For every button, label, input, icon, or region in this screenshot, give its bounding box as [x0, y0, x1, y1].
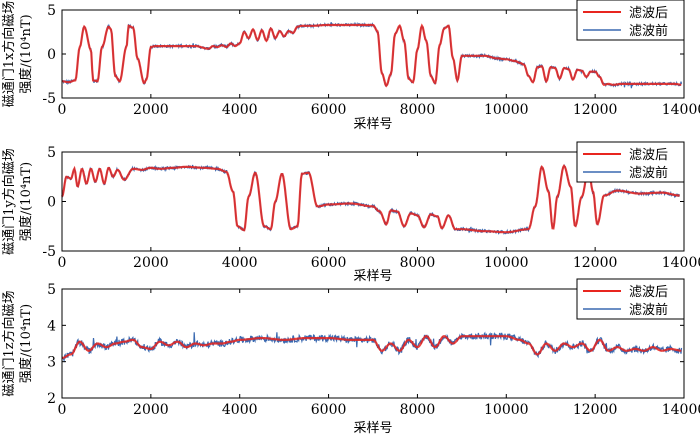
x-tick-label: 4000: [222, 255, 258, 271]
x-tick-label: 14000: [662, 102, 700, 118]
x-tick-label: 12000: [573, 402, 618, 418]
y-tick-label: 5: [47, 145, 56, 161]
x-tick-label: 12000: [573, 255, 618, 271]
y-axis-label: 磁通门1z方向磁场: [1, 290, 17, 396]
x-tick-label: 10000: [484, 102, 529, 118]
legend-box: [576, 141, 685, 183]
filtered-series-line: [62, 23, 682, 88]
legend-label-raw: 滤波前: [629, 302, 668, 318]
y-tick-label: 5: [47, 3, 56, 19]
x-tick-label: 6000: [311, 102, 347, 118]
chart-panel-3: 0 2000 4000 6000 8000 10000 12000 14000 2 3 4 5 采样号 磁…: [1, 278, 700, 436]
x-axis-label: 采样号: [353, 421, 392, 436]
chart-panel-1: 02000400060008000100001200014000-505采样号磁…: [1, 0, 700, 132]
filtered-series-line: [61, 335, 682, 360]
legend-label-raw: 滤波前: [629, 165, 668, 181]
x-tick-label: 2000: [133, 402, 169, 418]
x-tick-label: 10000: [484, 402, 529, 418]
y-axis-label-unit: 强度/(10⁴nT): [18, 14, 34, 93]
x-tick-label: 14000: [662, 402, 700, 418]
chart-panel-2: 02000400060008000100001200014000-505采样号磁…: [1, 141, 700, 284]
y-axis-label-unit: 强度/(10⁴nT): [18, 304, 34, 383]
x-tick-label: 4000: [222, 402, 258, 418]
x-tick-label: 6000: [311, 402, 347, 418]
x-tick-label: 8000: [400, 102, 436, 118]
x-tick-label: 6000: [311, 255, 347, 271]
y-tick-label: 0: [47, 195, 56, 211]
legend-box: [576, 278, 685, 320]
x-tick-label: 4000: [222, 102, 258, 118]
y-tick-label: -5: [42, 91, 56, 107]
x-axis-label: 采样号: [353, 269, 392, 284]
x-tick-label: 2000: [133, 102, 169, 118]
legend-label-raw: 滤波前: [629, 23, 668, 39]
x-tick-label: 14000: [662, 255, 700, 271]
filtered-series-line: [61, 164, 680, 234]
y-tick-label: 0: [47, 47, 56, 63]
y-tick-label: 4: [47, 318, 56, 334]
x-tick-label: 0: [58, 102, 67, 118]
plot-frame: [61, 288, 685, 399]
y-tick-label: 3: [47, 355, 56, 371]
legend-label-filtered: 滤波后: [629, 6, 668, 21]
y-axis-label: 磁通门1x方向磁场: [1, 1, 17, 108]
x-tick-label: 0: [58, 402, 67, 418]
x-tick-label: 0: [58, 255, 67, 271]
x-tick-label: 2000: [133, 255, 169, 271]
legend-label-filtered: 滤波后: [629, 285, 668, 300]
x-axis-label: 采样号: [353, 117, 392, 132]
legend-box: [576, 0, 685, 41]
x-tick-label: 10000: [484, 255, 529, 271]
y-tick-label: -5: [42, 244, 56, 260]
y-axis-label: 磁通门1y方向磁场: [1, 148, 17, 255]
x-tick-label: 8000: [400, 255, 436, 271]
y-axis-label-unit: 强度/(10⁴nT): [18, 162, 34, 241]
x-tick-label: 8000: [400, 402, 436, 418]
x-tick-label: 12000: [573, 102, 618, 118]
legend-label-filtered: 滤波后: [629, 148, 668, 163]
y-tick-label: 5: [47, 282, 56, 298]
y-tick-label: 2: [47, 391, 56, 407]
